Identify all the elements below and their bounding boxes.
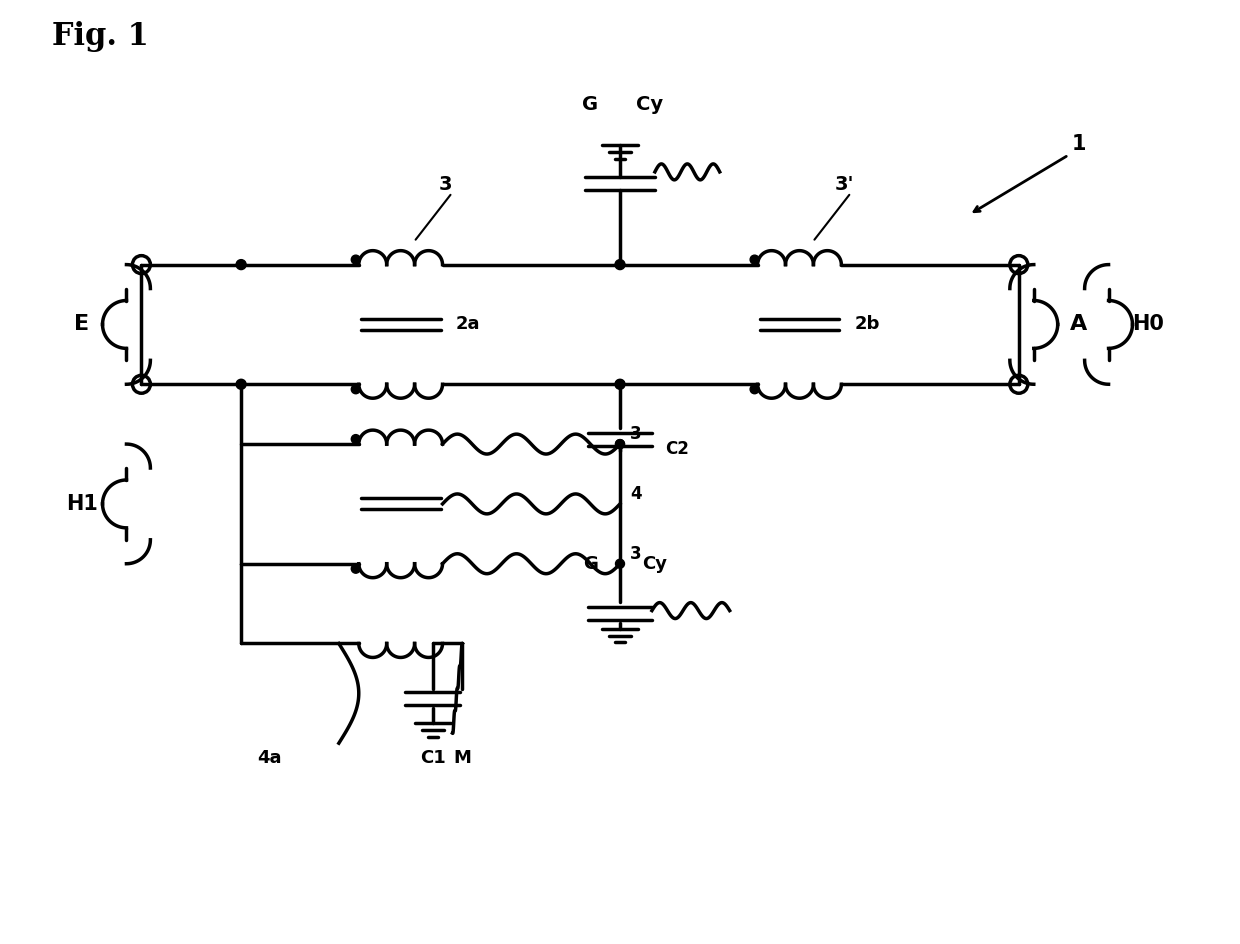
Text: M: M [454,750,471,767]
Text: 4: 4 [630,485,641,503]
Text: Cy: Cy [636,95,663,114]
Circle shape [615,379,625,389]
Circle shape [236,379,246,389]
Text: 1: 1 [1071,134,1086,154]
Text: 3: 3 [630,425,641,443]
Text: Cy: Cy [642,555,667,573]
Circle shape [615,260,625,270]
Text: 2b: 2b [854,315,879,333]
Text: C1: C1 [419,750,445,767]
Circle shape [615,559,625,568]
Text: G: G [582,95,598,114]
Text: A: A [1070,314,1087,334]
Text: E: E [74,314,89,334]
Circle shape [351,434,361,444]
Circle shape [351,385,361,394]
Text: Fig. 1: Fig. 1 [52,22,149,52]
Circle shape [615,440,625,448]
Circle shape [750,385,759,394]
Circle shape [615,379,625,389]
Text: C2: C2 [665,440,688,458]
Text: G: G [583,555,598,573]
Text: 4a: 4a [257,750,281,767]
Text: H1: H1 [66,494,98,514]
Text: 3': 3' [835,175,854,194]
Circle shape [750,255,759,264]
Text: H0: H0 [1132,314,1164,334]
Circle shape [351,255,361,264]
Circle shape [615,440,625,448]
Text: 3: 3 [630,545,641,563]
Text: 3: 3 [439,175,453,194]
Circle shape [351,565,361,573]
Circle shape [236,260,246,270]
Text: 2a: 2a [455,315,480,333]
